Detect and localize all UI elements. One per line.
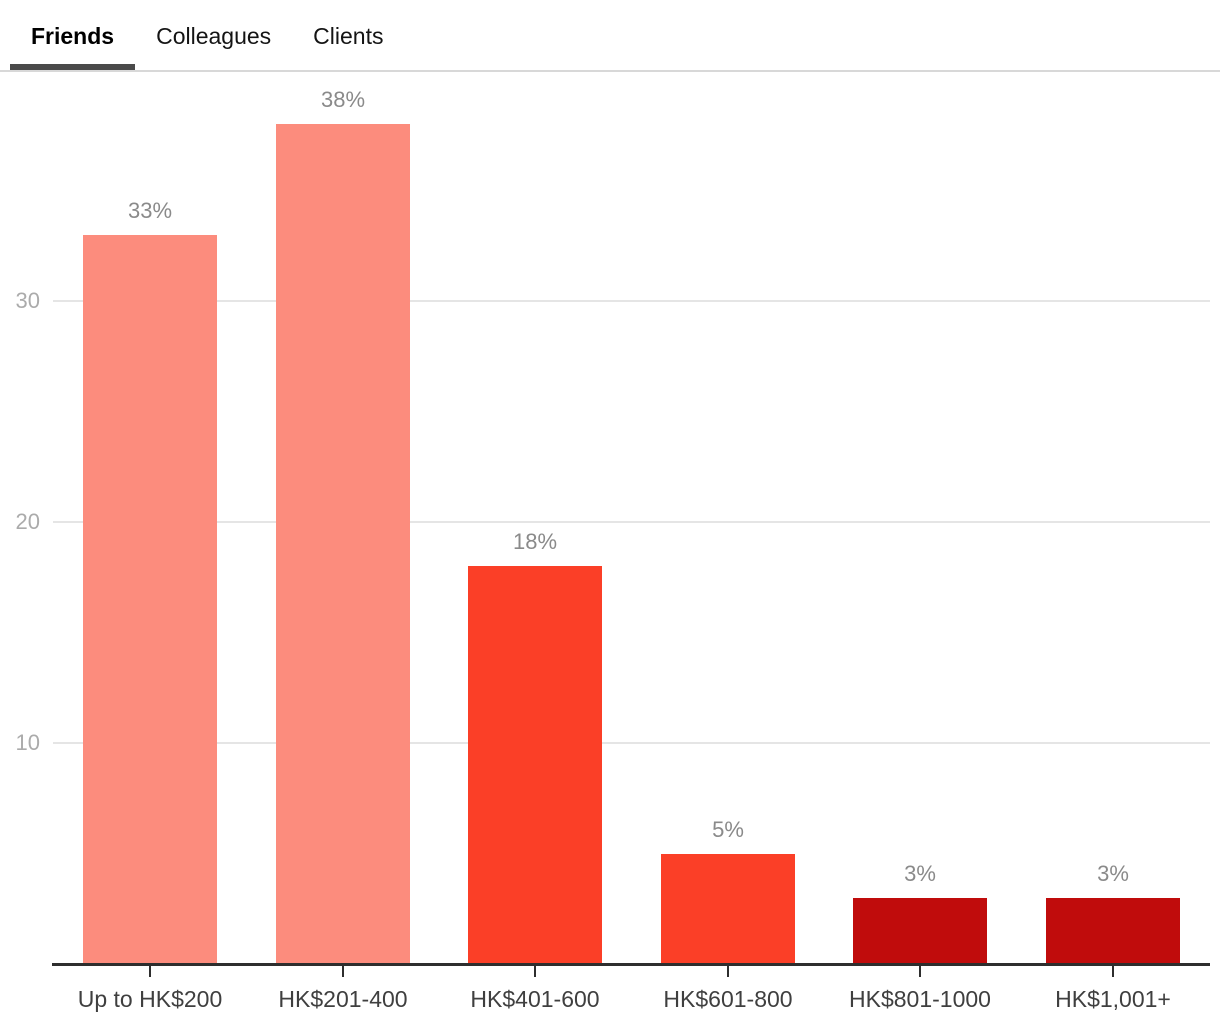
tab-friends[interactable]: Friends (10, 0, 136, 72)
bar (276, 124, 410, 964)
bar-value-label: 38% (320, 87, 366, 112)
x-axis-tick (534, 966, 536, 977)
y-tick-label: 20 (15, 509, 40, 534)
x-axis-label: HK$401-600 (470, 986, 600, 1012)
x-axis-tick (919, 966, 921, 977)
x-axis-label: HK$801-1000 (849, 986, 991, 1012)
y-tick-label: 10 (15, 730, 40, 755)
y-gridline (53, 521, 1210, 523)
bar (1046, 898, 1180, 964)
x-axis-line (52, 963, 1210, 966)
x-axis-label: HK$1,001+ (1055, 986, 1171, 1012)
bar (468, 566, 602, 964)
bar (853, 898, 987, 964)
tab-clients[interactable]: Clients (313, 22, 384, 49)
bar-value-label: 3% (904, 861, 936, 886)
x-axis-tick (727, 966, 729, 977)
x-axis-label: HK$201-400 (278, 986, 408, 1012)
x-axis-tick (342, 966, 344, 977)
x-axis-tick (149, 966, 151, 977)
x-axis-label: Up to HK$200 (77, 986, 223, 1012)
bar-value-label: 3% (1097, 861, 1129, 886)
y-gridline (53, 300, 1210, 302)
bar-value-label: 18% (512, 529, 558, 554)
tab-colleagues[interactable]: Colleagues (156, 22, 272, 49)
x-axis-tick (1112, 966, 1114, 977)
x-axis-label: HK$601-800 (663, 986, 793, 1012)
bar-value-label: 5% (712, 817, 744, 842)
y-gridline (53, 742, 1210, 744)
tab-bar: Friends Colleagues Clients (0, 0, 1220, 72)
bar-value-label: 33% (127, 198, 173, 223)
bar (661, 854, 795, 964)
y-tick-label: 30 (15, 288, 40, 313)
tab-bar-divider (0, 70, 1220, 72)
bar (83, 235, 217, 964)
